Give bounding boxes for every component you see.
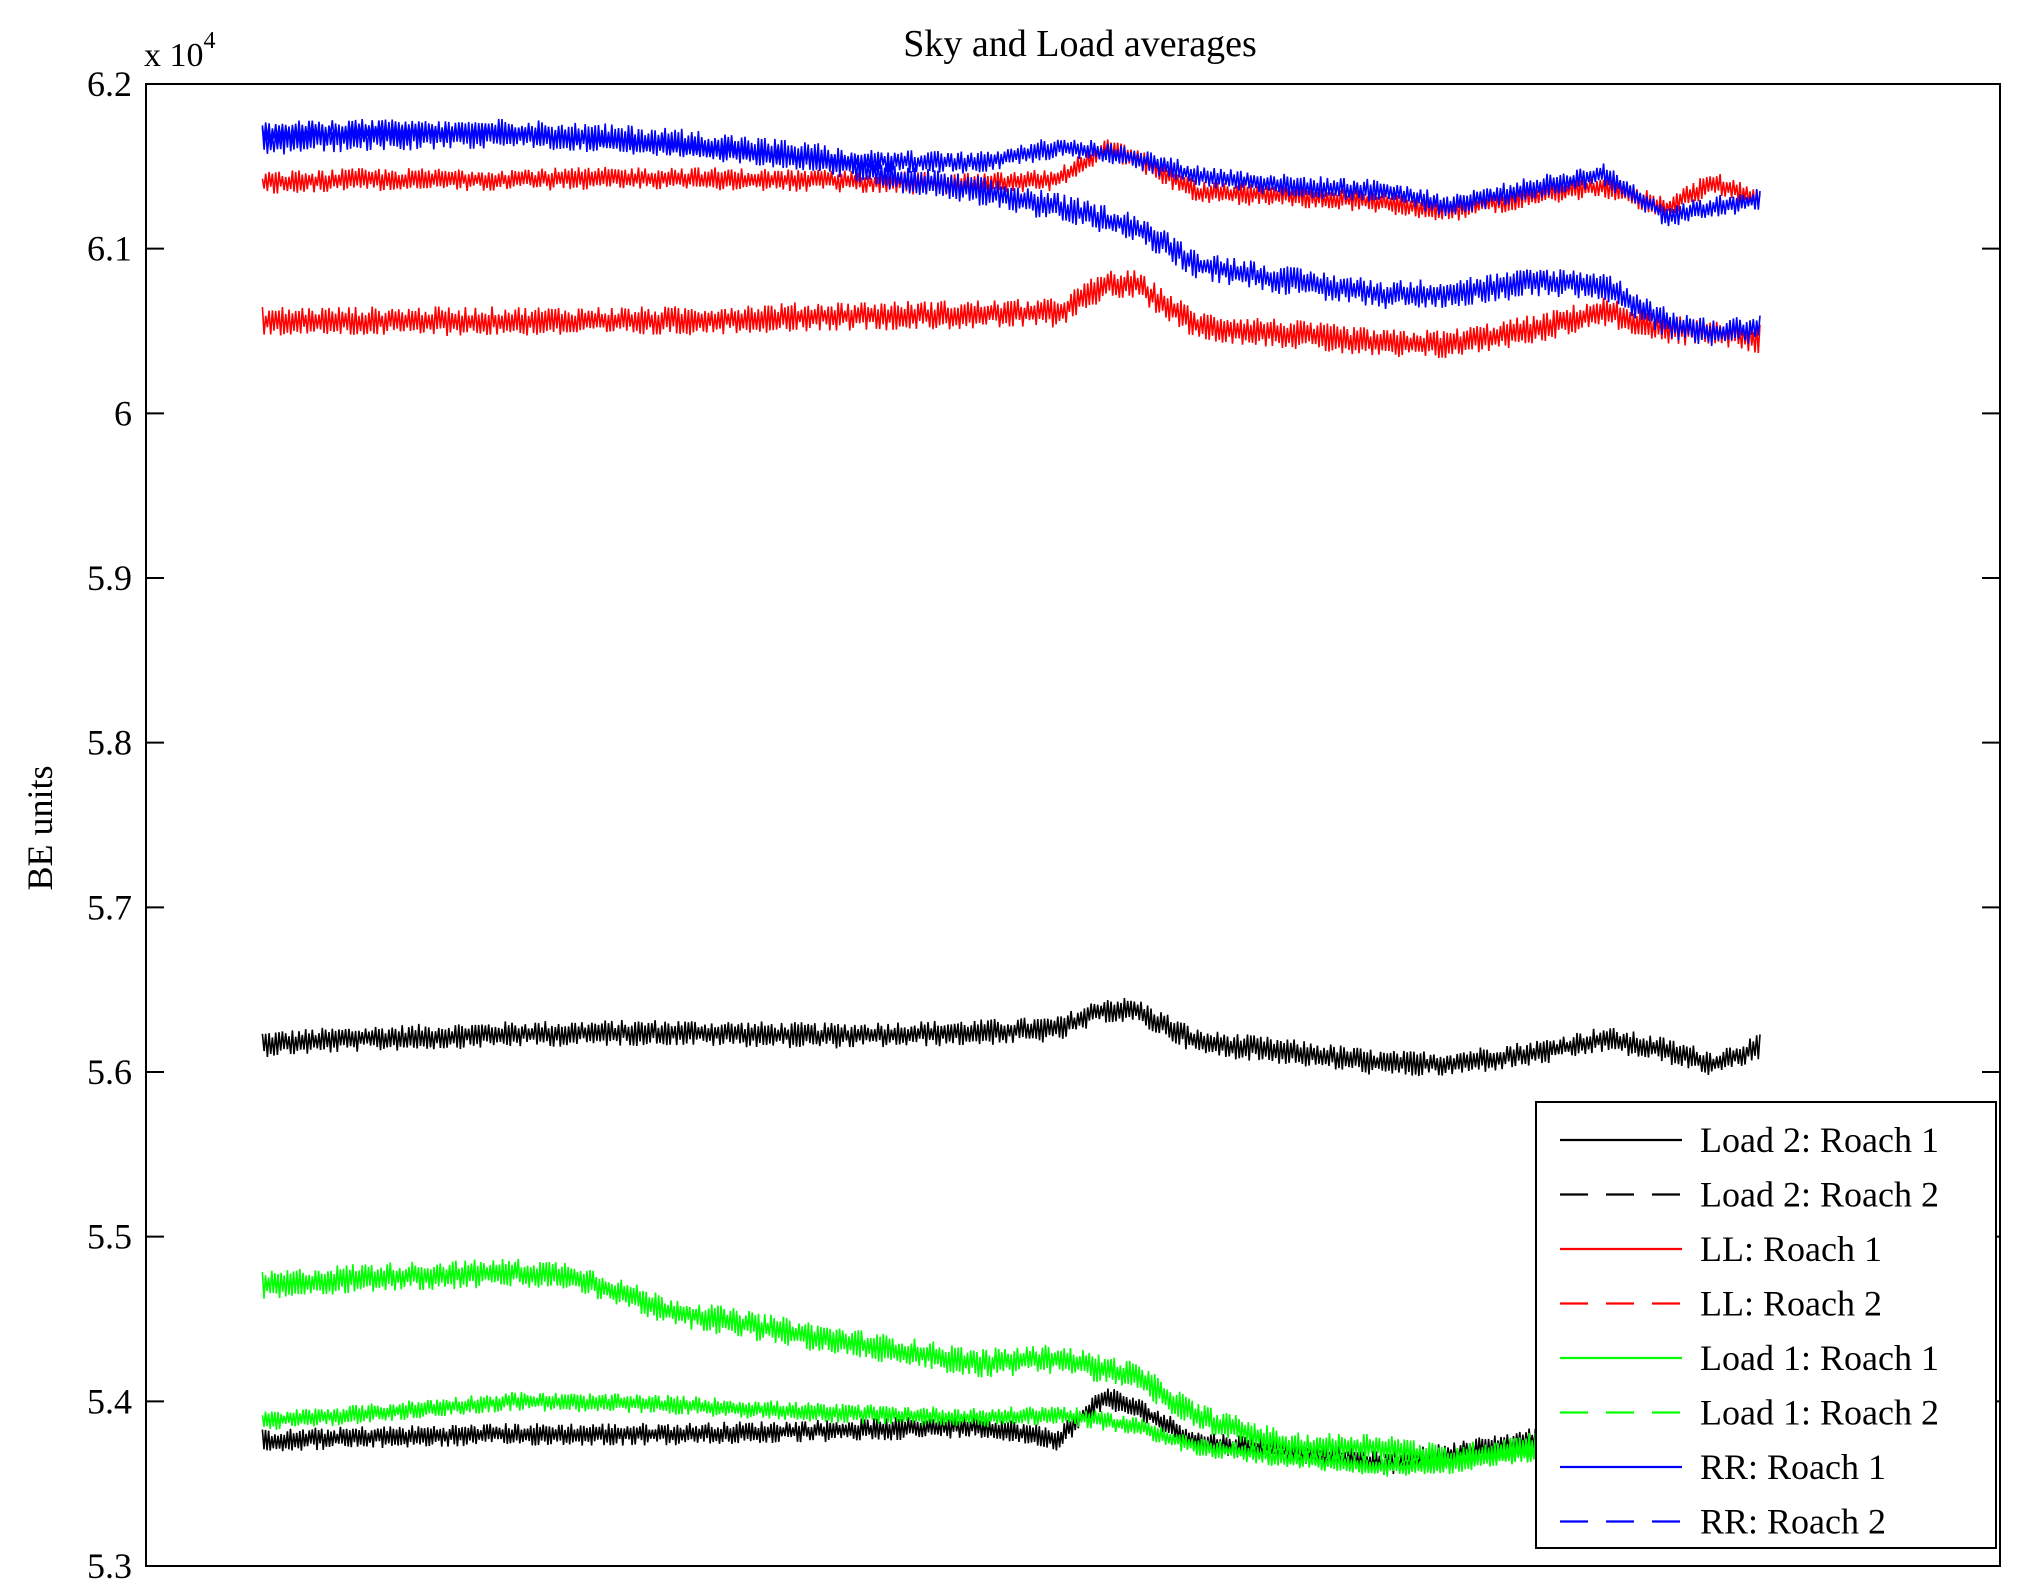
y-tick-label: 6.1 xyxy=(87,229,132,269)
series-line-5 xyxy=(261,1258,1668,1475)
y-tick-label: 6.2 xyxy=(87,64,132,104)
plot-frame xyxy=(145,83,2001,1567)
y-tick-label: 5.9 xyxy=(87,558,132,598)
exponent-base: x 10 xyxy=(144,37,204,74)
legend-label: Load 2: Roach 1 xyxy=(1700,1120,1939,1160)
y-tick-label: 6 xyxy=(114,393,132,433)
chart-title: Sky and Load averages xyxy=(903,23,1257,65)
series-line-3 xyxy=(261,270,1761,359)
y-tick-label: 5.7 xyxy=(87,887,132,927)
legend-label: RR: Roach 1 xyxy=(1700,1447,1886,1487)
exponent-label: x 104 xyxy=(144,28,216,74)
axes-layer: 5.3 5.4 5.5 5.6 5.7 5.8 5.9 6 6.1 6.2 xyxy=(87,64,2001,1586)
legend-label: Load 1: Roach 1 xyxy=(1700,1338,1939,1378)
legend-label: Load 1: Roach 2 xyxy=(1700,1393,1939,1433)
legend: Load 2: Roach 1 Load 2: Roach 2 LL: Roach … xyxy=(1535,1101,1997,1549)
legend-label: LL: Roach 1 xyxy=(1700,1229,1882,1269)
series-line-8 xyxy=(261,119,1761,227)
y-tick-label: 5.3 xyxy=(87,1546,132,1586)
series-line-1 xyxy=(261,998,1761,1077)
y-axis-label: BE units xyxy=(20,765,60,890)
legend-box xyxy=(1535,1101,1997,1549)
legend-label: Load 2: Roach 2 xyxy=(1700,1175,1939,1215)
legend-label: LL: Roach 2 xyxy=(1700,1284,1882,1324)
exponent-power: 4 xyxy=(204,28,216,54)
series-layer xyxy=(261,118,1761,1477)
legend-label: RR: Roach 2 xyxy=(1700,1502,1886,1542)
y-tick-label: 5.4 xyxy=(87,1381,132,1421)
y-tick-label: 5.5 xyxy=(87,1217,132,1257)
y-tick-label: 5.6 xyxy=(87,1052,132,1092)
series-line-6 xyxy=(261,1391,1668,1477)
y-tick-label: 5.8 xyxy=(87,723,132,763)
